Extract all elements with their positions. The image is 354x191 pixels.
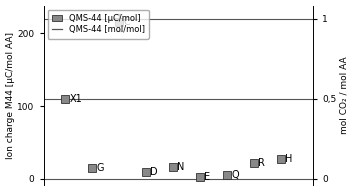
Legend: QMS-44 [μC/mol], QMS-44 [mol/mol]: QMS-44 [μC/mol], QMS-44 [mol/mol]	[48, 10, 149, 39]
Text: E: E	[204, 172, 210, 182]
Text: X1: X1	[69, 94, 82, 104]
Y-axis label: Ion charge M44 [μC/mol AA]: Ion charge M44 [μC/mol AA]	[6, 32, 15, 159]
Text: G: G	[96, 163, 104, 173]
Text: C: C	[123, 17, 130, 27]
Text: R: R	[258, 158, 265, 168]
Text: Q: Q	[231, 170, 239, 180]
Text: H: H	[285, 154, 292, 163]
Text: D: D	[150, 167, 158, 177]
Y-axis label: mol CO₂ / mol AA: mol CO₂ / mol AA	[339, 56, 348, 134]
Text: N: N	[177, 162, 184, 172]
